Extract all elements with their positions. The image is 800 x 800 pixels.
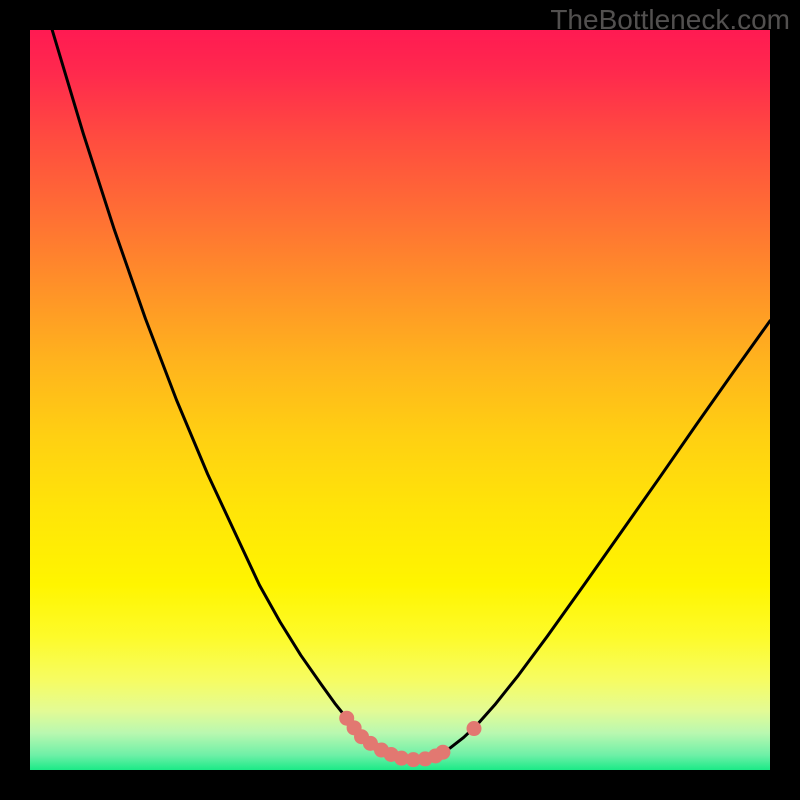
sweet-spot-marker [435,745,450,760]
bottleneck-chart [0,0,800,800]
sweet-spot-marker [467,721,482,736]
plot-background [30,30,770,770]
watermark-text: TheBottleneck.com [550,4,790,36]
